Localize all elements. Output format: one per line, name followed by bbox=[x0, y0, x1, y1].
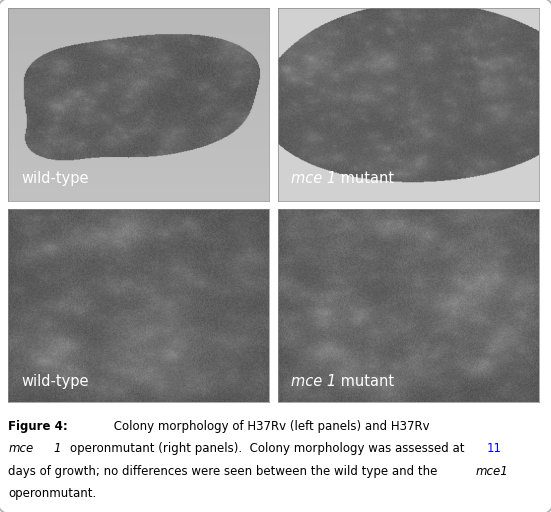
Text: wild-type: wild-type bbox=[22, 170, 89, 186]
Text: days of growth; no differences were seen between the wild type and the: days of growth; no differences were seen… bbox=[8, 465, 441, 478]
Text: 1: 1 bbox=[53, 442, 61, 455]
Text: operonmutant.: operonmutant. bbox=[8, 487, 96, 500]
Text: mutant: mutant bbox=[336, 374, 395, 389]
Text: mce: mce bbox=[8, 442, 34, 455]
Text: mutant: mutant bbox=[336, 170, 395, 186]
Text: mce 1: mce 1 bbox=[291, 374, 336, 389]
Text: operonmutant (right panels).  Colony morphology was assessed at: operonmutant (right panels). Colony morp… bbox=[70, 442, 468, 455]
Text: wild-type: wild-type bbox=[22, 374, 89, 389]
Text: mce1: mce1 bbox=[476, 465, 509, 478]
Text: Colony morphology of H37Rv (left panels) and H37Rv: Colony morphology of H37Rv (left panels)… bbox=[110, 420, 429, 433]
Text: 11: 11 bbox=[487, 442, 501, 455]
Text: Figure 4:: Figure 4: bbox=[8, 420, 68, 433]
Text: mce 1: mce 1 bbox=[291, 170, 336, 186]
